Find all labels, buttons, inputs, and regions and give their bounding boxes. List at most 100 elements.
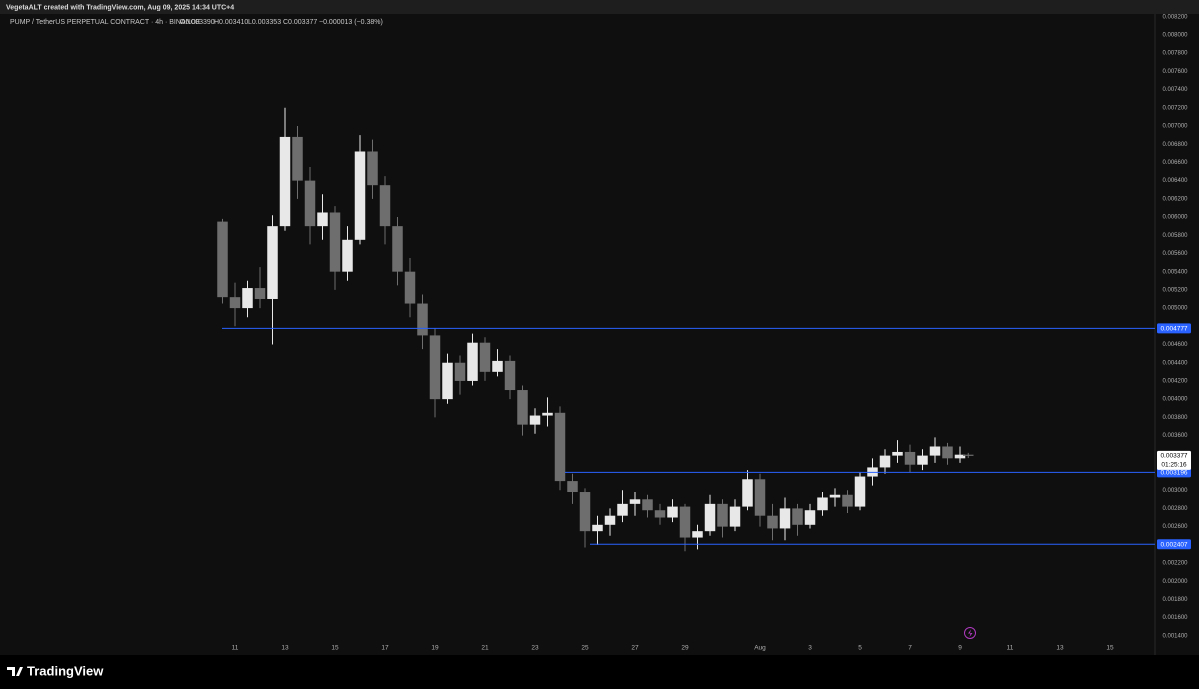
candle-body xyxy=(504,360,516,391)
y-tick-label: 0.003600 xyxy=(1162,433,1188,439)
legend-low: L0.003353 xyxy=(248,19,281,26)
candle-body xyxy=(842,494,853,507)
candle-body xyxy=(892,451,903,456)
candle-body xyxy=(354,151,366,240)
candle-body xyxy=(454,362,466,381)
y-tick-label: 0.002000 xyxy=(1162,579,1188,585)
current-price-box xyxy=(1157,450,1191,470)
candle-body xyxy=(417,303,428,336)
legend-close: C0.003377 xyxy=(283,19,317,26)
x-tick-label: 25 xyxy=(581,645,589,652)
legend-symbol: PUMP / TetherUS PERPETUAL CONTRACT · 4h … xyxy=(10,19,201,26)
candle-body xyxy=(442,362,453,400)
candle-body xyxy=(592,524,603,532)
x-tick-label: Aug xyxy=(754,645,766,652)
lightning-icon xyxy=(964,627,976,639)
x-tick-label: 7 xyxy=(908,645,912,652)
candle-body xyxy=(292,136,303,181)
candle-body xyxy=(542,412,553,416)
x-tick-label: 21 xyxy=(481,645,489,652)
y-tick-label: 0.007400 xyxy=(1162,87,1188,93)
y-tick-label: 0.005200 xyxy=(1162,287,1188,293)
level-price-label: 0.002407 xyxy=(1160,541,1187,548)
y-tick-label: 0.004600 xyxy=(1162,342,1188,348)
candle-body xyxy=(954,454,966,459)
x-tick-label: 11 xyxy=(1007,645,1014,652)
y-tick-label: 0.003800 xyxy=(1162,415,1188,421)
header-bar xyxy=(0,0,1199,14)
candle-body xyxy=(917,455,928,465)
level-price-label: 0.003196 xyxy=(1160,470,1187,477)
candle-body xyxy=(779,508,791,529)
x-tick-label: 9 xyxy=(958,645,962,652)
y-tick-label: 0.005000 xyxy=(1162,306,1188,312)
candle-body xyxy=(242,288,253,309)
candle-body xyxy=(467,342,478,381)
level-price-box xyxy=(1157,539,1191,550)
candle-body xyxy=(304,180,316,227)
x-tick-label: 15 xyxy=(331,645,339,652)
candle-body xyxy=(717,503,728,527)
y-tick-label: 0.008000 xyxy=(1162,33,1188,39)
chart-area xyxy=(0,14,1199,655)
level-price-label: 0.004777 xyxy=(1160,326,1187,333)
legend-open: O0.003390 xyxy=(180,19,215,26)
candle-body xyxy=(254,288,266,299)
candle-body xyxy=(342,239,353,272)
candle-body xyxy=(267,226,278,299)
y-tick-label: 0.002600 xyxy=(1162,524,1188,530)
candle-body xyxy=(554,412,566,482)
y-tick-label: 0.005400 xyxy=(1162,269,1188,275)
y-tick-label: 0.001400 xyxy=(1162,633,1188,639)
y-tick-label: 0.002800 xyxy=(1162,506,1188,512)
y-tick-label: 0.001800 xyxy=(1162,597,1188,603)
y-tick-label: 0.003000 xyxy=(1162,488,1188,494)
candle-body xyxy=(804,510,816,525)
x-tick-label: 13 xyxy=(281,645,289,652)
header-text: VegetaALT created with TradingView.com, … xyxy=(6,4,234,11)
y-tick-label: 0.007600 xyxy=(1162,69,1188,75)
candle-body xyxy=(479,342,491,372)
y-tick-label: 0.006200 xyxy=(1162,196,1188,202)
y-tick-label: 0.005800 xyxy=(1162,233,1188,239)
candle-body xyxy=(929,446,941,456)
candle-body xyxy=(392,226,403,272)
y-tick-label: 0.005600 xyxy=(1162,251,1188,257)
brand: TradingView xyxy=(27,663,104,678)
candle-body xyxy=(492,360,503,372)
y-tick-label: 0.006600 xyxy=(1162,160,1188,166)
candle-body xyxy=(942,446,953,459)
countdown-label: 01:25:16 xyxy=(1161,462,1187,469)
legend-high: H0.003410 xyxy=(214,19,248,26)
candle-body xyxy=(567,481,578,493)
y-tick-label: 0.008200 xyxy=(1162,14,1188,20)
level-price-box xyxy=(1157,323,1191,334)
candle-body xyxy=(604,515,616,525)
x-tick-label: 5 xyxy=(858,645,862,652)
candle-body xyxy=(767,515,778,529)
candle-body xyxy=(829,494,841,498)
y-tick-label: 0.001600 xyxy=(1162,615,1188,621)
x-tick-label: 13 xyxy=(1056,645,1064,652)
y-tick-label: 0.004400 xyxy=(1162,360,1188,366)
candle-body xyxy=(317,212,328,227)
candle-body xyxy=(817,497,828,511)
y-tick-label: 0.007800 xyxy=(1162,51,1188,57)
x-tick-label: 29 xyxy=(681,645,689,652)
candle-body xyxy=(704,503,716,532)
candle-body xyxy=(217,221,228,298)
legend-change: −0.000013 (−0.38%) xyxy=(319,19,383,26)
y-tick-label: 0.004000 xyxy=(1162,397,1188,403)
current-price-label: 0.003377 xyxy=(1160,453,1187,460)
footer-bar xyxy=(0,655,1199,689)
candle-body xyxy=(579,492,591,532)
x-tick-label: 23 xyxy=(531,645,539,652)
candle-body xyxy=(729,506,741,527)
y-tick-label: 0.006800 xyxy=(1162,142,1188,148)
x-tick-label: 11 xyxy=(232,645,239,652)
y-tick-label: 0.007000 xyxy=(1162,124,1188,130)
candle-body xyxy=(367,151,378,186)
x-tick-label: 19 xyxy=(431,645,439,652)
candle-body xyxy=(654,510,666,518)
